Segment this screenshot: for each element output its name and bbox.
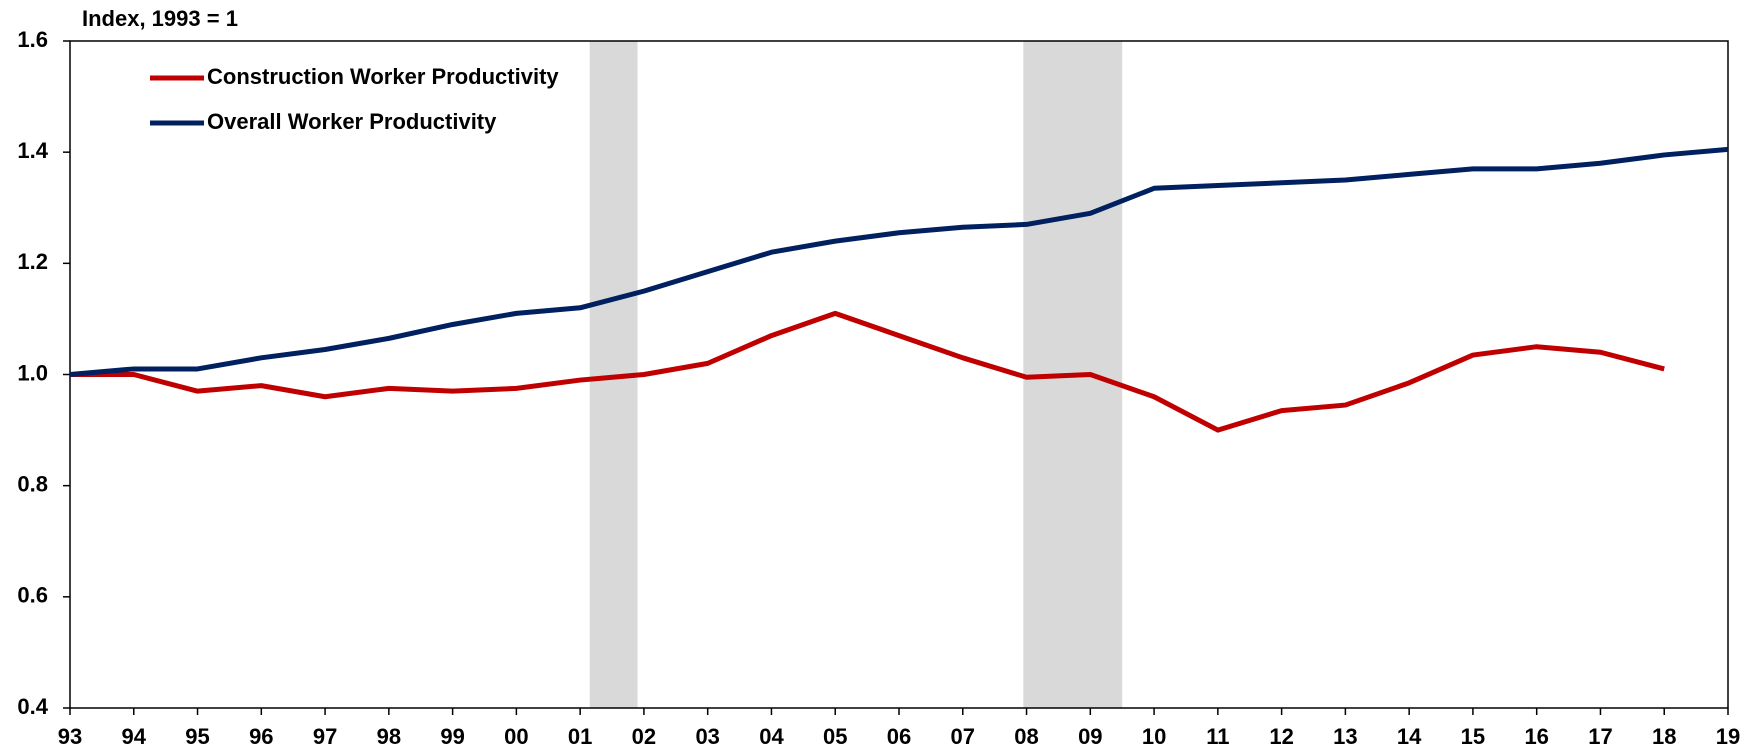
x-tick-label: 08 [1014,724,1038,749]
x-tick-label: 99 [440,724,464,749]
y-tick-label: 1.4 [17,138,48,163]
x-tick-label: 06 [887,724,911,749]
x-tick-label: 02 [632,724,656,749]
x-tick-label: 16 [1524,724,1548,749]
x-tick-label: 93 [58,724,82,749]
x-tick-label: 98 [377,724,401,749]
x-tick-label: 12 [1269,724,1293,749]
x-tick-label: 10 [1142,724,1166,749]
x-tick-label: 13 [1333,724,1357,749]
y-tick-label: 1.6 [17,27,48,52]
x-tick-label: 09 [1078,724,1102,749]
y-tick-label: 0.4 [17,694,48,719]
x-tick-label: 94 [122,724,147,749]
x-tick-label: 97 [313,724,337,749]
x-tick-label: 17 [1588,724,1612,749]
x-tick-label: 01 [568,724,592,749]
legend-label: Overall Worker Productivity [207,109,497,134]
x-tick-label: 18 [1652,724,1676,749]
x-tick-label: 07 [951,724,975,749]
x-tick-label: 05 [823,724,847,749]
x-tick-label: 11 [1206,724,1229,749]
legend-label: Construction Worker Productivity [207,64,559,89]
series-line [69,146,1729,377]
y-tick-label: 1.2 [17,249,48,274]
x-tick-label: 15 [1461,724,1485,749]
y-axis-label: Index, 1993 = 1 [82,6,238,31]
series-line [70,310,1665,433]
x-tick-label: 14 [1397,724,1422,749]
y-tick-label: 0.8 [17,471,48,496]
x-tick-label: 95 [185,724,209,749]
x-tick-label: 04 [759,724,784,749]
y-tick-label: 0.6 [17,583,48,608]
x-tick-label: 96 [249,724,273,749]
x-tick-label: 19 [1716,724,1740,749]
x-tick-label: 00 [504,724,528,749]
plot-frame [69,40,1729,709]
x-tick-label: 03 [695,724,719,749]
y-tick-label: 1.0 [17,360,48,385]
